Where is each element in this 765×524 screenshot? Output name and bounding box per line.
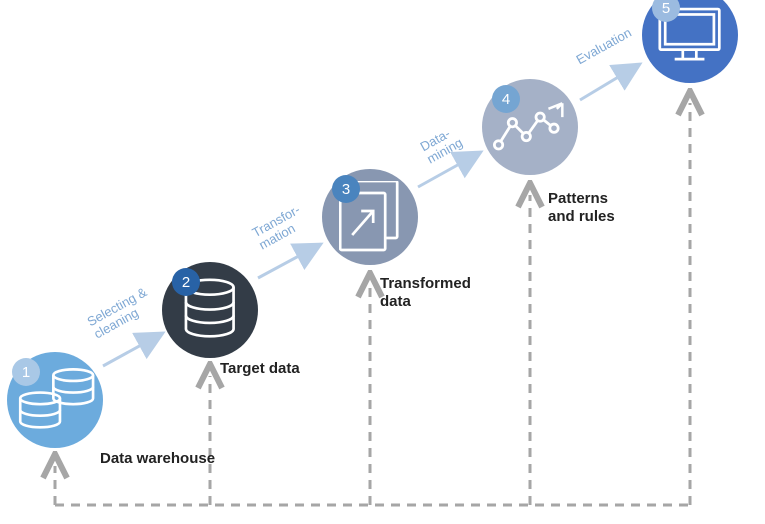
step-badge-3: 3 [332, 175, 360, 203]
step-label-4: Patterns and rules [548, 190, 615, 226]
step-badge-2: 2 [172, 268, 200, 296]
step-label-1: Data warehouse [100, 450, 215, 468]
step-badge-1: 1 [12, 358, 40, 386]
step-badge-4: 4 [492, 85, 520, 113]
step-label-2: Target data [220, 360, 300, 378]
step-label-3: Transformed data [380, 275, 471, 311]
